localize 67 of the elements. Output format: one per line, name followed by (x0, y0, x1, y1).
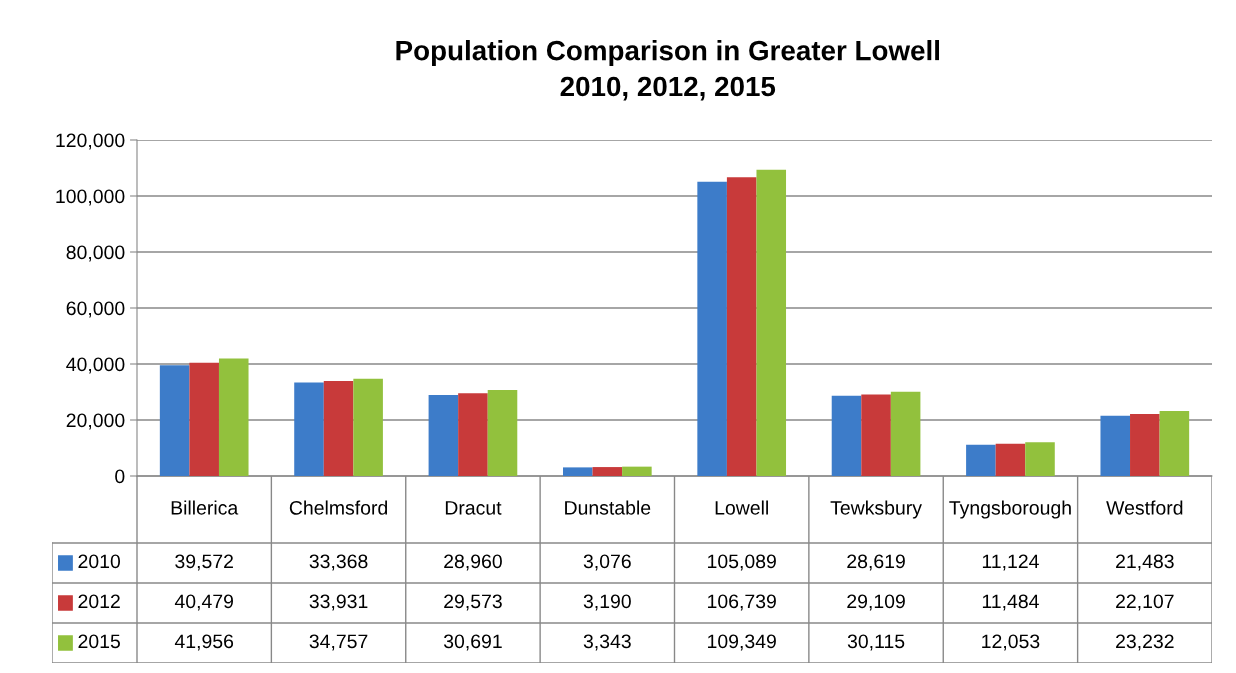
data-label: 105,089 (708, 554, 776, 571)
y-tick-label: 20,000 (66, 413, 125, 430)
bar (562, 467, 593, 476)
data-label: 106,739 (708, 594, 776, 611)
x-tick-label: Dracut (445, 501, 502, 515)
data-label: 109,349 (708, 634, 776, 651)
y-tick-label: 80,000 (66, 245, 125, 262)
bar (592, 467, 623, 476)
data-label: 30,115 (847, 634, 905, 651)
data-label: 3,343 (583, 634, 631, 651)
y-tick-label: 0 (115, 469, 125, 484)
bar (622, 466, 652, 476)
bar (487, 390, 518, 476)
data-label: 29,109 (847, 594, 905, 611)
x-tick-label: Billerica (171, 500, 239, 515)
bar (1159, 410, 1190, 476)
data-label: 21,483 (1116, 554, 1174, 571)
bar (353, 378, 383, 476)
legend-label: 2012 (78, 594, 120, 609)
data-label: 28,960 (444, 554, 502, 571)
data-label: 3,190 (583, 594, 631, 611)
bar (1130, 414, 1160, 476)
data-label: 29,573 (444, 594, 502, 611)
y-tick-label: 120,000 (56, 133, 125, 150)
data-label: 30,691 (443, 634, 502, 651)
bar (697, 181, 727, 476)
data-label: 11,484 (982, 594, 1039, 611)
y-tick-label: 100,000 (56, 189, 125, 206)
bar (861, 394, 891, 476)
bar (458, 393, 488, 476)
x-tick-label: Tyngsborough (949, 500, 1071, 519)
bar (218, 358, 249, 476)
bar (1025, 442, 1055, 476)
legend-label: 2015 (78, 634, 120, 649)
data-label: 22,107 (1116, 594, 1174, 611)
chart-title: Population Comparison in Greater Lowell 2010, 2012, 2015 (396, 40, 939, 101)
data-label: 34,757 (309, 634, 368, 651)
data-label: 3,076 (583, 554, 631, 571)
y-tick-label: 40,000 (66, 357, 125, 374)
y-tick-label: 60,000 (66, 301, 125, 318)
bar (831, 395, 862, 476)
data-label: 40,479 (174, 594, 234, 611)
bar (726, 177, 757, 476)
bar (428, 394, 459, 476)
bar (189, 362, 219, 476)
bar (756, 169, 787, 476)
bar (890, 391, 921, 476)
x-tick-label: Westford (1106, 500, 1183, 515)
data-label: 41,956 (174, 634, 234, 651)
bar (159, 365, 190, 476)
bar (966, 444, 996, 476)
data-label: 28,619 (847, 554, 905, 571)
x-tick-label: Lowell (715, 500, 768, 515)
data-label: 33,368 (309, 554, 368, 571)
x-tick-label: Dunstable (565, 500, 651, 515)
bar (323, 380, 354, 476)
data-label: 33,931 (309, 594, 368, 611)
data-label: 11,124 (982, 554, 1039, 571)
bar (294, 382, 324, 476)
bar (995, 443, 1026, 476)
legend-label: 2010 (78, 554, 121, 569)
data-label: 39,572 (175, 554, 233, 571)
x-tick-label: Tewksbury (830, 500, 922, 519)
x-tick-label: Chelmsford (289, 500, 388, 515)
bar (1100, 415, 1131, 476)
data-label: 12,053 (982, 634, 1040, 651)
data-label: 23,232 (1116, 634, 1174, 651)
